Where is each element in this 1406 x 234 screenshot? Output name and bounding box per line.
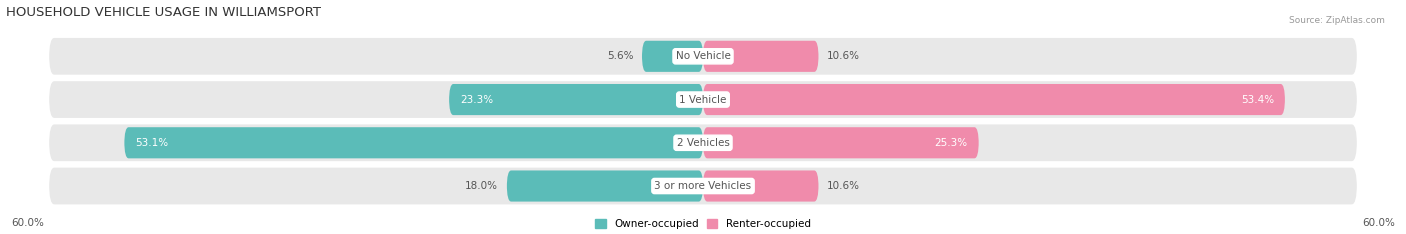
FancyBboxPatch shape — [49, 124, 1357, 161]
FancyBboxPatch shape — [703, 170, 818, 201]
FancyBboxPatch shape — [124, 127, 703, 158]
FancyBboxPatch shape — [49, 81, 1357, 118]
Text: 3 or more Vehicles: 3 or more Vehicles — [654, 181, 752, 191]
Text: 2 Vehicles: 2 Vehicles — [676, 138, 730, 148]
Text: 18.0%: 18.0% — [465, 181, 498, 191]
Text: Source: ZipAtlas.com: Source: ZipAtlas.com — [1289, 16, 1385, 25]
Text: HOUSEHOLD VEHICLE USAGE IN WILLIAMSPORT: HOUSEHOLD VEHICLE USAGE IN WILLIAMSPORT — [6, 6, 321, 18]
FancyBboxPatch shape — [49, 168, 1357, 204]
Text: 25.3%: 25.3% — [935, 138, 967, 148]
FancyBboxPatch shape — [703, 84, 1285, 115]
Text: 23.3%: 23.3% — [460, 95, 494, 105]
Legend: Owner-occupied, Renter-occupied: Owner-occupied, Renter-occupied — [595, 219, 811, 229]
FancyBboxPatch shape — [49, 38, 1357, 75]
Text: 1 Vehicle: 1 Vehicle — [679, 95, 727, 105]
Text: 60.0%: 60.0% — [1362, 219, 1395, 228]
Text: 60.0%: 60.0% — [11, 219, 44, 228]
Text: 10.6%: 10.6% — [827, 181, 860, 191]
FancyBboxPatch shape — [506, 170, 703, 201]
FancyBboxPatch shape — [703, 127, 979, 158]
Text: 5.6%: 5.6% — [607, 51, 633, 61]
FancyBboxPatch shape — [703, 41, 818, 72]
Text: No Vehicle: No Vehicle — [675, 51, 731, 61]
Text: 10.6%: 10.6% — [827, 51, 860, 61]
Text: 53.1%: 53.1% — [135, 138, 169, 148]
FancyBboxPatch shape — [449, 84, 703, 115]
Text: 53.4%: 53.4% — [1241, 95, 1274, 105]
FancyBboxPatch shape — [643, 41, 703, 72]
